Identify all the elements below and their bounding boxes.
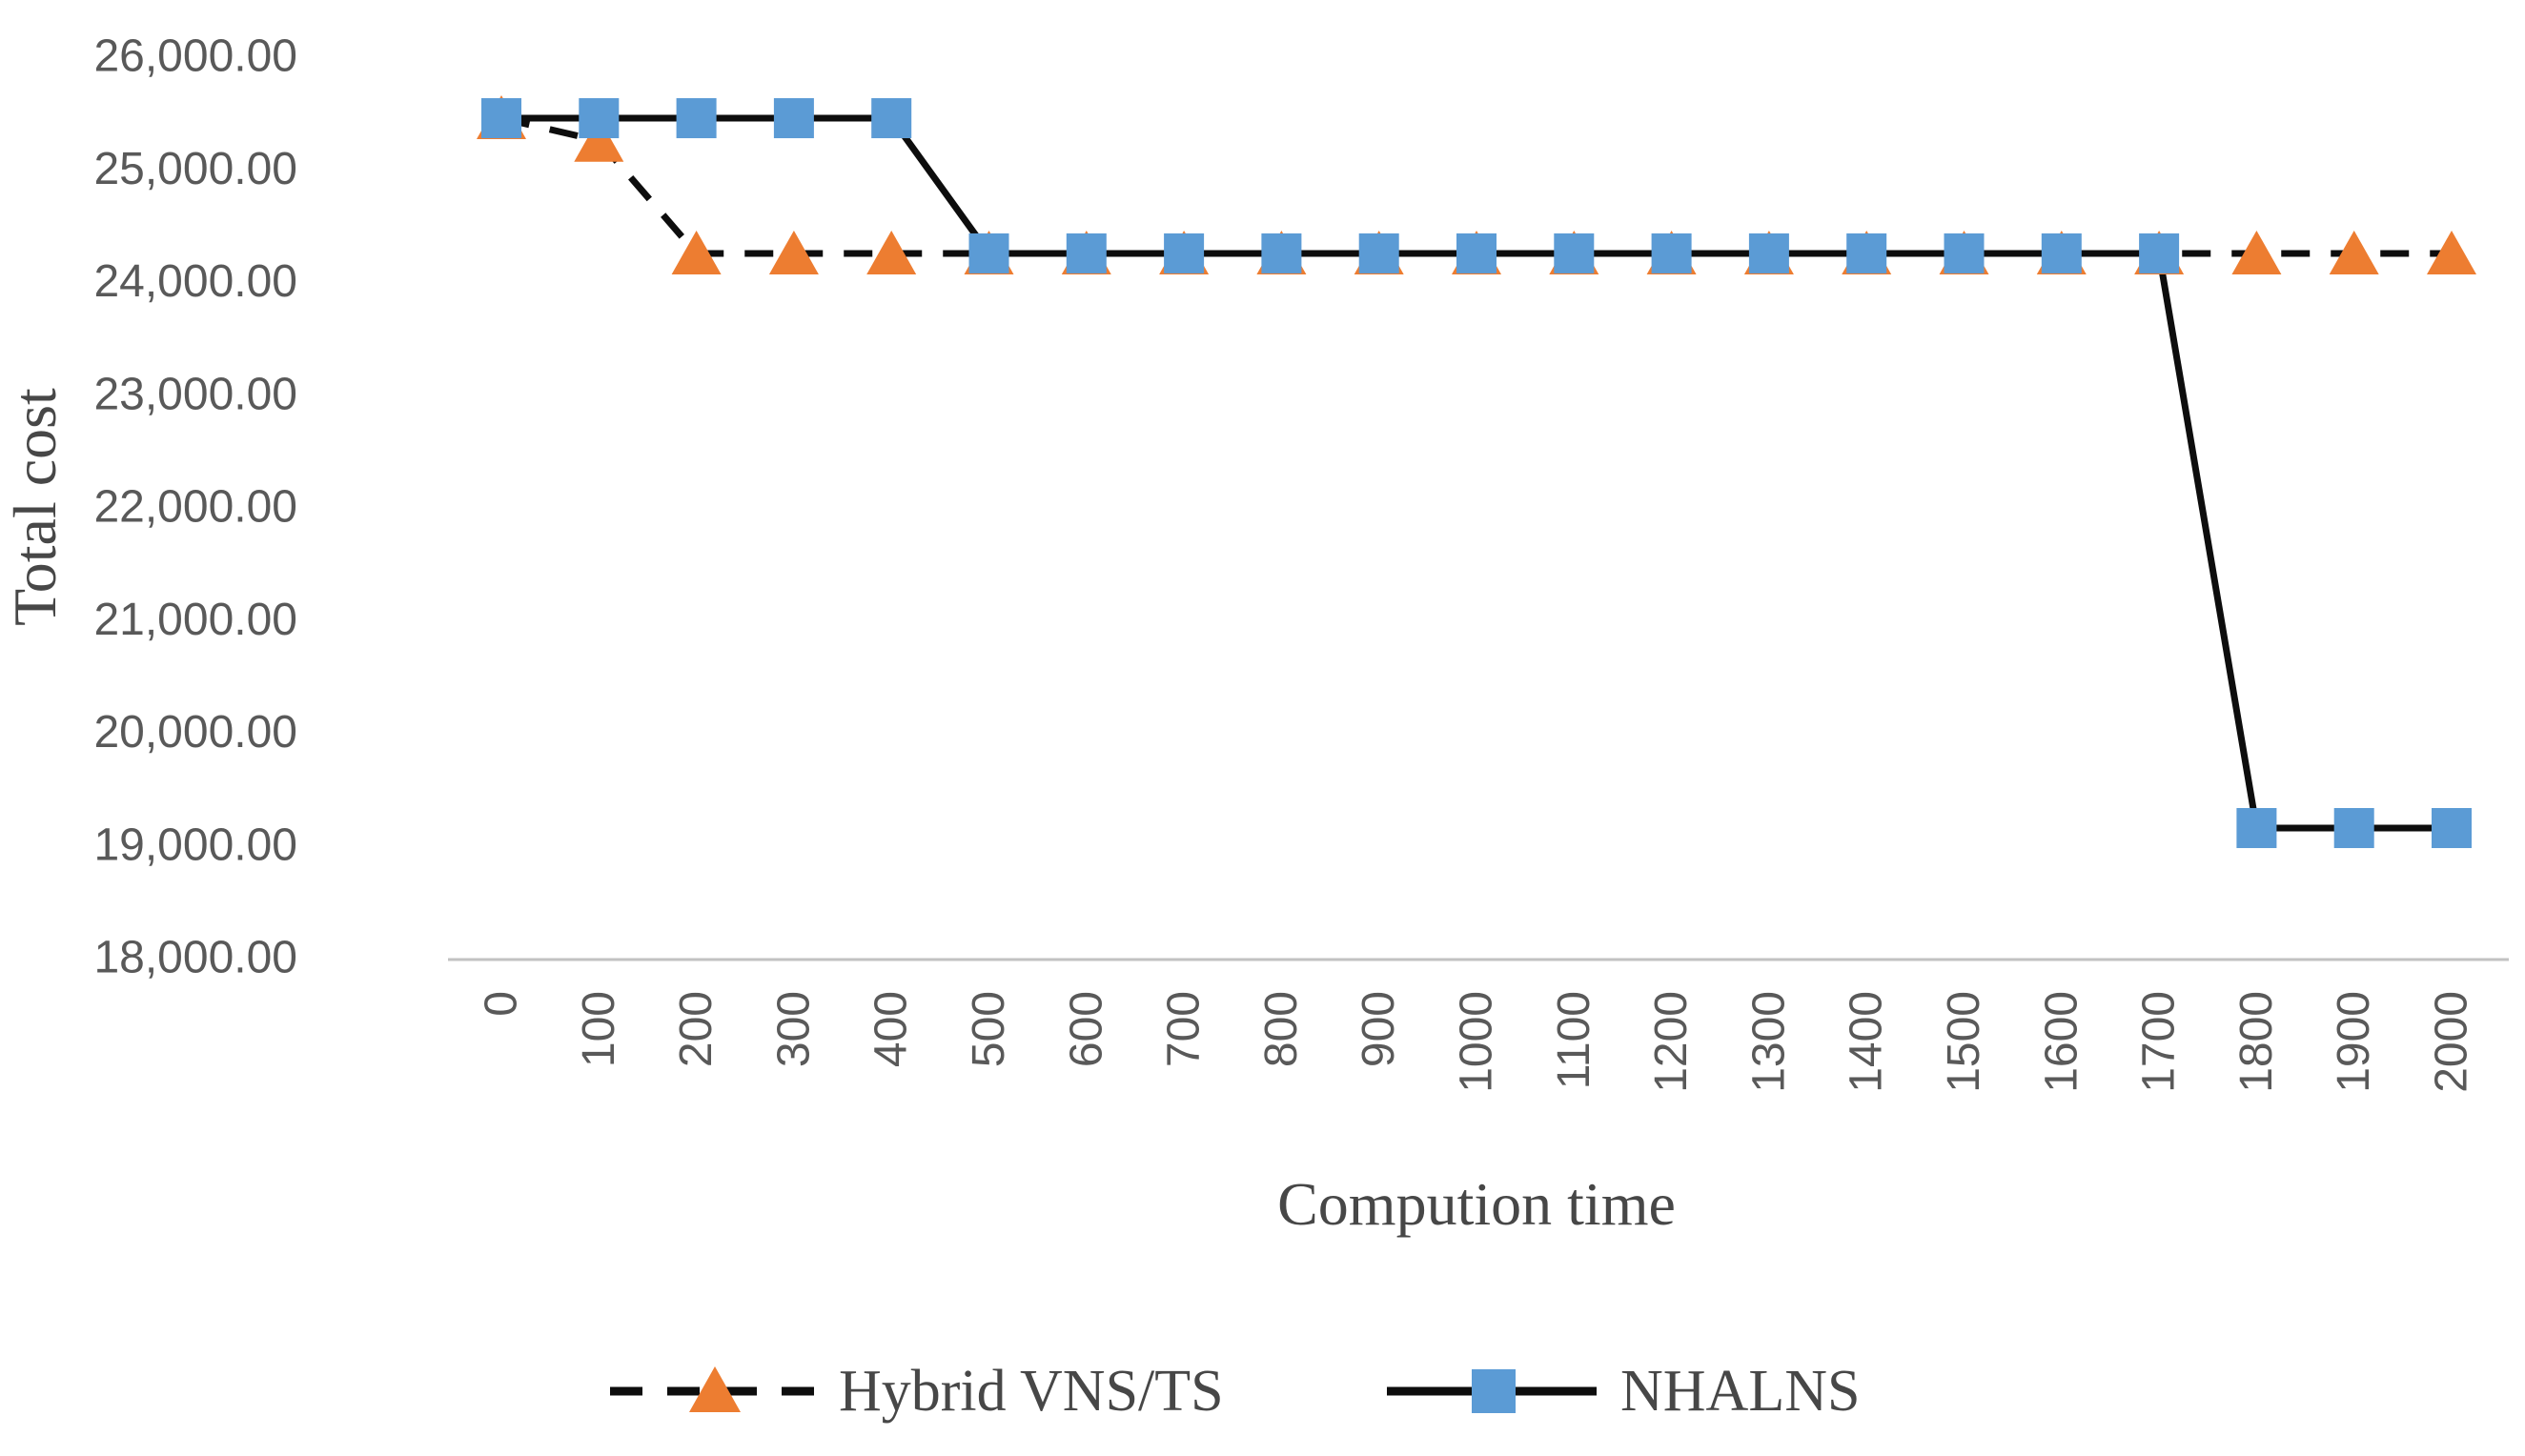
data-point-triangle-marker xyxy=(671,230,722,274)
series-line-nhalns xyxy=(501,114,2452,832)
data-point-triangle-marker xyxy=(2231,230,2282,274)
data-point-square-marker xyxy=(676,98,717,139)
data-point-square-marker xyxy=(1554,233,1595,273)
data-point-square-marker xyxy=(2236,808,2277,849)
x-tick-label: 1900 xyxy=(2329,991,2379,1093)
data-point-square-marker xyxy=(1456,233,1497,273)
x-tick-label: 500 xyxy=(964,991,1014,1067)
data-point-triangle-marker xyxy=(2427,230,2476,274)
x-tick-label: 300 xyxy=(768,991,819,1067)
data-point-square-marker xyxy=(2432,808,2472,849)
x-tick-label: 200 xyxy=(671,991,722,1067)
data-point-square-marker xyxy=(773,98,814,139)
x-tick-label: 1400 xyxy=(1842,991,1892,1093)
legend: Hybrid VNS/TS NHALNS xyxy=(610,1359,1860,1424)
x-tick-label: 1100 xyxy=(1549,991,1599,1089)
legend-label-nhalns: NHALNS xyxy=(1620,1359,1860,1424)
x-tick-label: 1600 xyxy=(2036,991,2087,1093)
data-point-square-marker xyxy=(1846,233,1887,273)
y-tick-label: 22,000.00 xyxy=(93,482,297,533)
x-tick-label: 0 xyxy=(477,991,527,1017)
data-point-square-marker xyxy=(2333,808,2374,849)
x-axis-title: Compution time xyxy=(1277,1170,1676,1238)
y-tick-label: 20,000.00 xyxy=(93,707,297,758)
y-axis-title: Total cost xyxy=(1,388,69,626)
x-tick-label: 1800 xyxy=(2231,991,2282,1093)
data-point-square-marker xyxy=(871,98,912,139)
x-tick-label: 1500 xyxy=(1939,991,1989,1093)
x-tick-label: 1000 xyxy=(1452,991,1502,1093)
data-point-square-marker xyxy=(1261,233,1302,273)
legend-triangle-marker-icon xyxy=(689,1366,741,1412)
data-point-square-marker xyxy=(2139,233,2180,273)
data-point-square-marker xyxy=(1651,233,1692,273)
data-point-square-marker xyxy=(2041,233,2082,273)
data-point-square-marker xyxy=(1944,233,1985,273)
data-point-square-marker xyxy=(1164,233,1205,273)
x-tick-label: 800 xyxy=(1256,991,1307,1067)
x-tick-label: 900 xyxy=(1354,991,1404,1067)
x-tick-label: 2000 xyxy=(2427,991,2477,1093)
x-tick-label: 1200 xyxy=(1646,991,1697,1093)
y-tick-label: 23,000.00 xyxy=(93,369,297,419)
y-tick-label: 18,000.00 xyxy=(93,933,297,983)
data-point-triangle-marker xyxy=(866,230,917,274)
y-tick-label: 26,000.00 xyxy=(93,31,297,82)
data-point-square-marker xyxy=(1066,233,1107,273)
y-tick-label: 25,000.00 xyxy=(93,144,297,194)
data-point-square-marker xyxy=(481,98,521,139)
x-tick-label: 700 xyxy=(1159,991,1210,1067)
legend-square-marker-icon xyxy=(1472,1369,1516,1413)
y-tick-label: 19,000.00 xyxy=(93,819,297,870)
data-point-triangle-marker xyxy=(768,230,819,274)
y-tick-label: 24,000.00 xyxy=(93,256,297,307)
x-tick-label: 600 xyxy=(1061,991,1111,1067)
x-tick-label: 100 xyxy=(574,991,624,1067)
legend-label-hybrid: Hybrid VNS/TS xyxy=(839,1359,1224,1424)
y-tick-label: 21,000.00 xyxy=(93,595,297,645)
legend-item-nhalns: NHALNS xyxy=(1387,1359,1860,1424)
data-point-square-marker xyxy=(1358,233,1399,273)
data-point-triangle-marker xyxy=(2329,230,2379,274)
data-point-square-marker xyxy=(1748,233,1789,273)
x-tick-label: 400 xyxy=(866,991,917,1067)
x-tick-label: 1700 xyxy=(2134,991,2185,1093)
data-point-square-marker xyxy=(579,98,620,139)
x-tick-label: 1300 xyxy=(1743,991,1794,1093)
data-point-square-marker xyxy=(968,233,1009,273)
data-point-triangle-marker xyxy=(574,117,624,162)
legend-item-hybrid: Hybrid VNS/TS xyxy=(610,1359,1224,1424)
plot-area: 26,000.00 25,000.00 24,000.00 23,000.00 22,0… xyxy=(93,31,2509,1093)
